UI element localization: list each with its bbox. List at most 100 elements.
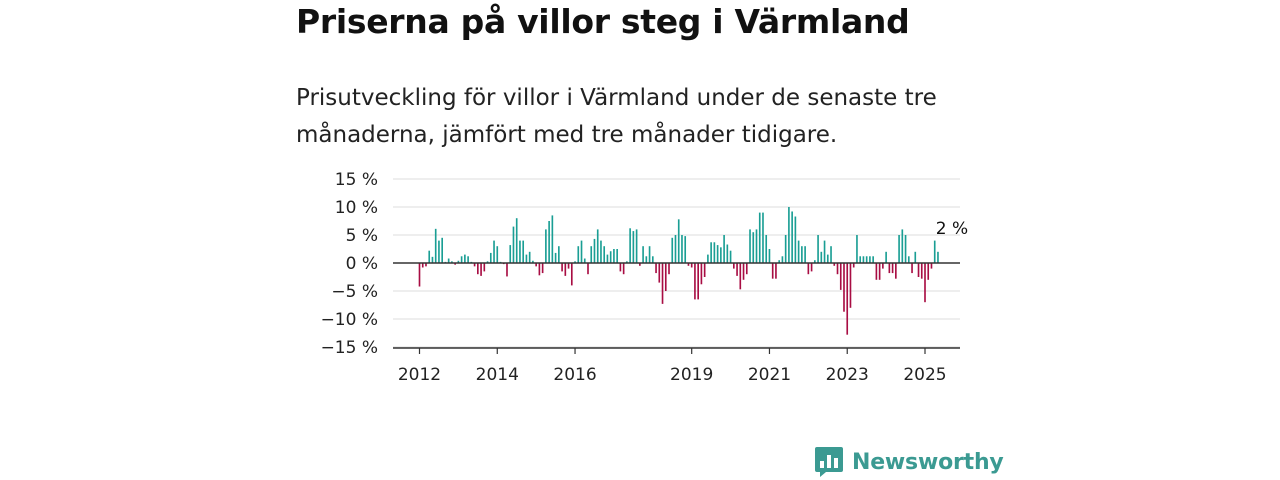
- bar: [535, 263, 537, 267]
- bar: [564, 263, 567, 276]
- bar: [587, 263, 589, 275]
- bar: [428, 250, 431, 263]
- bar: [486, 261, 489, 263]
- bar: [671, 237, 674, 263]
- bar: [467, 256, 469, 263]
- bar: [742, 263, 745, 280]
- bar: [716, 245, 719, 263]
- bar: [473, 263, 476, 267]
- y-tick-label: −15 %: [321, 338, 378, 358]
- bar: [713, 242, 716, 263]
- bar: [464, 254, 466, 263]
- bar: [677, 219, 680, 263]
- x-tick-label: 2023: [826, 365, 869, 385]
- bar: [907, 256, 910, 263]
- bar: [814, 260, 816, 263]
- bar: [454, 263, 456, 265]
- bar: [664, 263, 667, 291]
- bar: [846, 263, 849, 335]
- y-tick-label: 15 %: [335, 170, 378, 190]
- bar: [823, 240, 826, 263]
- bar: [421, 263, 424, 268]
- bar: [434, 228, 437, 263]
- bar: [901, 229, 904, 263]
- bar: [875, 263, 878, 280]
- bar: [645, 256, 648, 263]
- bar: [924, 263, 926, 303]
- bar: [545, 229, 547, 263]
- bar: [460, 256, 463, 263]
- bar: [512, 226, 515, 263]
- bar: [558, 246, 560, 263]
- bar: [839, 263, 842, 290]
- bar: [911, 263, 913, 274]
- bar: [622, 263, 625, 275]
- x-tick-label: 2012: [398, 365, 441, 385]
- bar: [635, 229, 638, 263]
- bar: [830, 246, 832, 263]
- bar: [548, 221, 550, 263]
- brand-name: Newsworthy: [852, 449, 1004, 475]
- bar: [590, 246, 593, 263]
- bar: [551, 215, 554, 263]
- bar: [538, 263, 541, 276]
- bar: [898, 235, 900, 263]
- bar: [914, 251, 917, 263]
- bar: [833, 263, 836, 266]
- bar: [723, 235, 725, 263]
- bar: [720, 247, 722, 263]
- bar: [541, 263, 544, 274]
- gridlines: [393, 178, 960, 348]
- bar: [681, 235, 683, 263]
- bar: [791, 211, 793, 263]
- bar: [606, 254, 609, 263]
- bar: [651, 256, 654, 263]
- bar: [626, 261, 628, 263]
- bar: [489, 252, 492, 263]
- bar-series: [418, 207, 939, 335]
- bar: [668, 263, 670, 275]
- bar: [710, 242, 712, 263]
- bar: [788, 207, 790, 263]
- bar: [758, 212, 761, 263]
- bar: [703, 263, 706, 277]
- bar: [574, 261, 576, 263]
- y-axis-labels: 15 % 10 % 5 % 0 % −5 % −10 % −15 %: [321, 170, 378, 358]
- bar: [525, 254, 528, 263]
- last-value-annotation: 2 %: [936, 219, 968, 239]
- bar: [755, 229, 758, 263]
- bar: [781, 256, 784, 263]
- bar: [580, 240, 583, 263]
- bar: [661, 263, 664, 304]
- bar: [616, 249, 618, 263]
- bar: [438, 240, 440, 263]
- bar: [765, 235, 768, 263]
- bar: [752, 232, 755, 263]
- bar: [872, 256, 874, 263]
- bar: [577, 246, 580, 263]
- bar: [684, 236, 687, 263]
- bar: [762, 212, 764, 263]
- bar: [852, 263, 855, 268]
- newsworthy-logo-icon: [815, 447, 843, 477]
- bar: [859, 256, 862, 263]
- bar: [807, 263, 810, 275]
- bar: [707, 254, 709, 263]
- bar: [561, 263, 563, 272]
- bar: [729, 250, 732, 263]
- bar: [658, 263, 661, 283]
- bar: [655, 263, 657, 274]
- bar: [609, 251, 612, 263]
- bar: [493, 240, 495, 263]
- bar: [642, 246, 644, 263]
- bar: [826, 254, 829, 263]
- x-axis-ticks: 2012 2014 2016 2019 2021 2023 2025: [398, 348, 947, 385]
- bar: [836, 263, 839, 275]
- bar: [431, 256, 434, 263]
- bar: [930, 263, 933, 269]
- bar: [739, 263, 742, 290]
- bar: [519, 240, 521, 263]
- bar: [797, 240, 800, 263]
- bar: [418, 263, 421, 287]
